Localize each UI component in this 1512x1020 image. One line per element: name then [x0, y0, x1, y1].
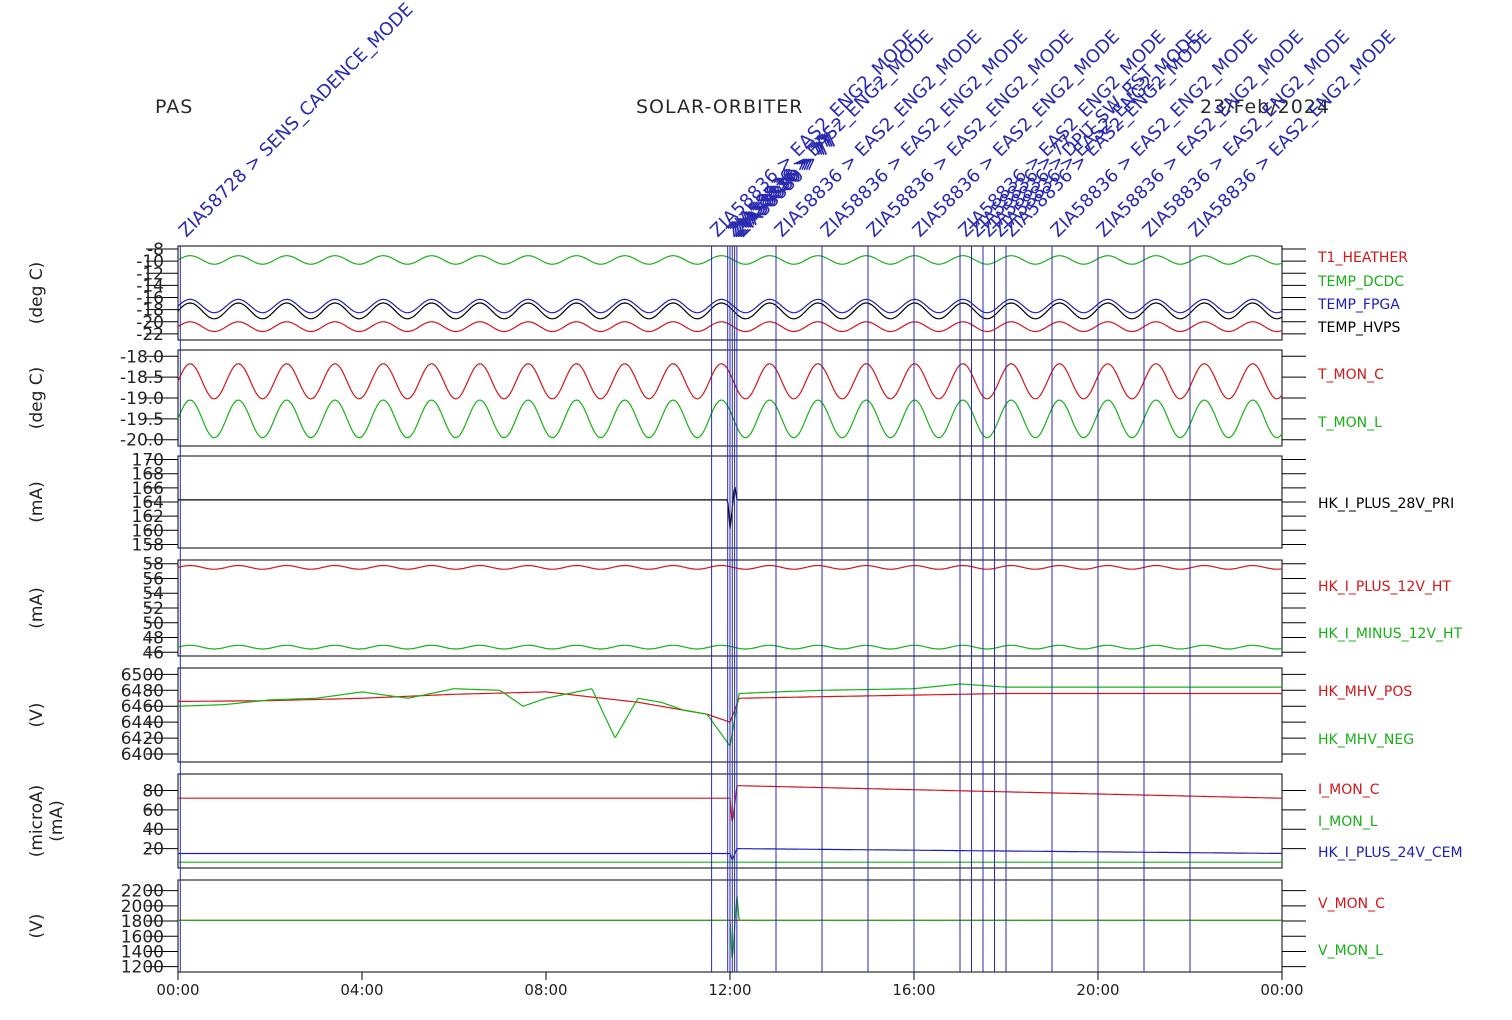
y-tick-label: -8 [147, 240, 164, 260]
y-axis-label: (microA) [27, 785, 47, 858]
y-tick-label: 40 [142, 820, 164, 840]
legend-temp-hvps: TEMP_HVPS [1317, 320, 1400, 336]
legend-v-mon-l: V_MON_L [1318, 943, 1383, 959]
y-tick-label: 162 [132, 507, 164, 527]
y-tick-label: 6460 [121, 697, 164, 717]
y-tick-label: 56 [142, 569, 164, 589]
y-tick-label: -20 [136, 313, 164, 333]
x-tick-label: 04:00 [340, 981, 383, 999]
y-tick-label: 46 [142, 643, 164, 663]
mission-name: SOLAR-ORBITER [636, 96, 804, 118]
event-label: ZIA58728 > SENS_CADENCE_MODE [175, 0, 417, 242]
y-axis-label: (deg C) [27, 262, 47, 325]
x-tick-label: 20:00 [1076, 981, 1119, 999]
y-tick-label: 2000 [121, 897, 164, 917]
y-tick-label: -18 [136, 301, 164, 321]
y-tick-label: -20.0 [120, 431, 164, 451]
y-tick-label: 54 [142, 584, 164, 604]
y-tick-label: 50 [142, 614, 164, 634]
y-tick-label: 1600 [121, 927, 164, 947]
y-tick-label: -16 [136, 289, 164, 309]
y-axis-label: (mA) [27, 481, 47, 522]
y-tick-label: 48 [142, 629, 164, 649]
legend-hk-i-plus-24v-cem: HK_I_PLUS_24V_CEM [1318, 845, 1463, 861]
legend-hk-i-plus-12v-ht: HK_I_PLUS_12V_HT [1318, 579, 1451, 595]
panel-1: -8-10-12-14-16-18-20-22 (deg C) T1_HEATHER… [27, 240, 1408, 345]
x-tick-label: 00:00 [156, 981, 199, 999]
y-tick-label: -18.0 [120, 347, 164, 367]
y-tick-label: 80 [142, 781, 164, 801]
y-tick-label: 164 [132, 493, 164, 513]
y-tick-label: 2200 [121, 882, 164, 902]
legend-i-mon-c: I_MON_C [1318, 782, 1380, 798]
y-axis-label: (V) [27, 914, 47, 939]
y-tick-label: 6420 [121, 729, 164, 749]
y-tick-label: 6440 [121, 713, 164, 733]
y-tick-label: 52 [142, 599, 164, 619]
y-tick-label: 60 [142, 801, 164, 821]
y-axis-label: (V) [27, 703, 47, 728]
legend-temp-fpga: TEMP_FPGA [1317, 297, 1400, 313]
y-tick-label: 58 [142, 555, 164, 575]
legend-hk-i-minus-12v-ht: HK_I_MINUS_12V_HT [1318, 626, 1463, 642]
y-tick-label: 168 [132, 465, 164, 485]
y-tick-label: 6400 [121, 745, 164, 765]
x-tick-label: 16:00 [892, 981, 935, 999]
instrument-name: PAS [155, 96, 194, 118]
x-tick-label: 08:00 [524, 981, 567, 999]
legend-t-mon-l: T_MON_L [1317, 415, 1382, 431]
y-tick-label: -19.5 [120, 410, 164, 430]
y-tick-label: 166 [132, 479, 164, 499]
legend-hk-mhv-neg: HK_MHV_NEG [1318, 732, 1414, 748]
y-tick-label: 1800 [121, 912, 164, 932]
legend-t1-heather: T1_HEATHER [1317, 250, 1408, 266]
y-tick-label: -19.0 [120, 389, 164, 409]
legend-v-mon-c: V_MON_C [1318, 896, 1385, 912]
legend-temp-dcdc: TEMP_DCDC [1317, 274, 1404, 290]
legend-t-mon-c: T_MON_C [1317, 367, 1384, 383]
y-tick-label: 158 [132, 535, 164, 555]
y-axis-label: (deg C) [27, 367, 47, 430]
y-axis-label: (mA) [27, 587, 47, 628]
y-tick-label: -14 [136, 276, 164, 296]
plot-date: 23/Feb/2024 [1200, 96, 1330, 118]
y-axis-label-2: (mA) [47, 800, 67, 841]
y-tick-label: -18.5 [120, 368, 164, 388]
x-tick-label: 12:00 [708, 981, 751, 999]
x-tick-label: 00:00 [1260, 981, 1303, 999]
y-tick-label: 6480 [121, 681, 164, 701]
y-tick-label: -10 [136, 252, 164, 272]
y-tick-label: -22 [136, 325, 164, 345]
y-tick-label: 1200 [121, 958, 164, 978]
panel-2: -18.0-18.5-19.0-19.5-20.0 (deg C) T_MON_C T… [27, 347, 1384, 450]
legend-i-mon-l: I_MON_L [1318, 814, 1378, 830]
y-tick-label: 170 [132, 451, 164, 471]
y-tick-label: 160 [132, 521, 164, 541]
y-tick-label: 6500 [121, 665, 164, 685]
y-tick-label: 1400 [121, 942, 164, 962]
y-tick-label: -12 [136, 264, 164, 284]
legend-hk-mhv-pos: HK_MHV_POS [1318, 684, 1412, 700]
legend-hk-i-plus-28v-pri: HK_I_PLUS_28V_PRI [1318, 496, 1454, 512]
y-tick-label: 20 [142, 840, 164, 860]
